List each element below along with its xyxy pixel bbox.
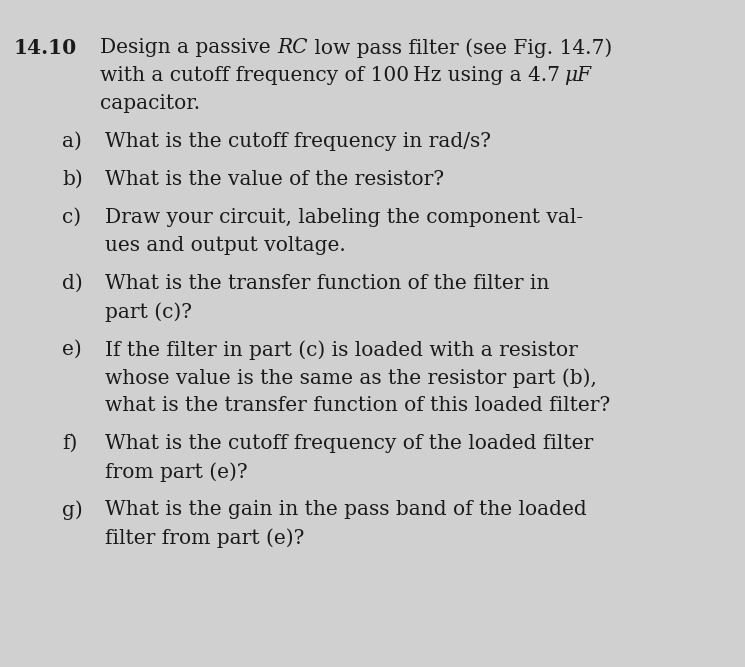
Text: what is the transfer function of this loaded filter?: what is the transfer function of this lo… xyxy=(105,396,610,415)
Text: d): d) xyxy=(62,274,83,293)
Text: Design a passive: Design a passive xyxy=(100,38,277,57)
Text: What is the gain in the pass band of the loaded: What is the gain in the pass band of the… xyxy=(105,500,587,519)
Text: a): a) xyxy=(62,132,82,151)
Text: What is the cutoff frequency of the loaded filter: What is the cutoff frequency of the load… xyxy=(105,434,593,453)
Text: What is the cutoff frequency in rad/s?: What is the cutoff frequency in rad/s? xyxy=(105,132,491,151)
Text: What is the transfer function of the filter in: What is the transfer function of the fil… xyxy=(105,274,549,293)
Text: What is the value of the resistor?: What is the value of the resistor? xyxy=(105,170,444,189)
Text: whose value is the same as the resistor part (b),: whose value is the same as the resistor … xyxy=(105,368,597,388)
Text: e): e) xyxy=(62,340,82,359)
Text: capacitor.: capacitor. xyxy=(100,94,200,113)
Text: g): g) xyxy=(62,500,83,520)
Text: Draw your circuit, labeling the component val-: Draw your circuit, labeling the componen… xyxy=(105,208,583,227)
Text: If the filter in part (c) is loaded with a resistor: If the filter in part (c) is loaded with… xyxy=(105,340,578,360)
Text: filter from part (e)?: filter from part (e)? xyxy=(105,528,305,548)
Text: part (c)?: part (c)? xyxy=(105,302,192,321)
Text: low pass filter (see Fig. 14.7): low pass filter (see Fig. 14.7) xyxy=(308,38,612,57)
Text: ues and output voltage.: ues and output voltage. xyxy=(105,236,346,255)
Text: μF: μF xyxy=(564,66,591,85)
Text: c): c) xyxy=(62,208,81,227)
Text: f): f) xyxy=(62,434,77,453)
Text: 14.10: 14.10 xyxy=(14,38,77,58)
Text: b): b) xyxy=(62,170,83,189)
Text: RC: RC xyxy=(277,38,308,57)
Text: from part (e)?: from part (e)? xyxy=(105,462,247,482)
Text: with a cutoff frequency of 100 Hz using a 4.7: with a cutoff frequency of 100 Hz using … xyxy=(100,66,564,85)
